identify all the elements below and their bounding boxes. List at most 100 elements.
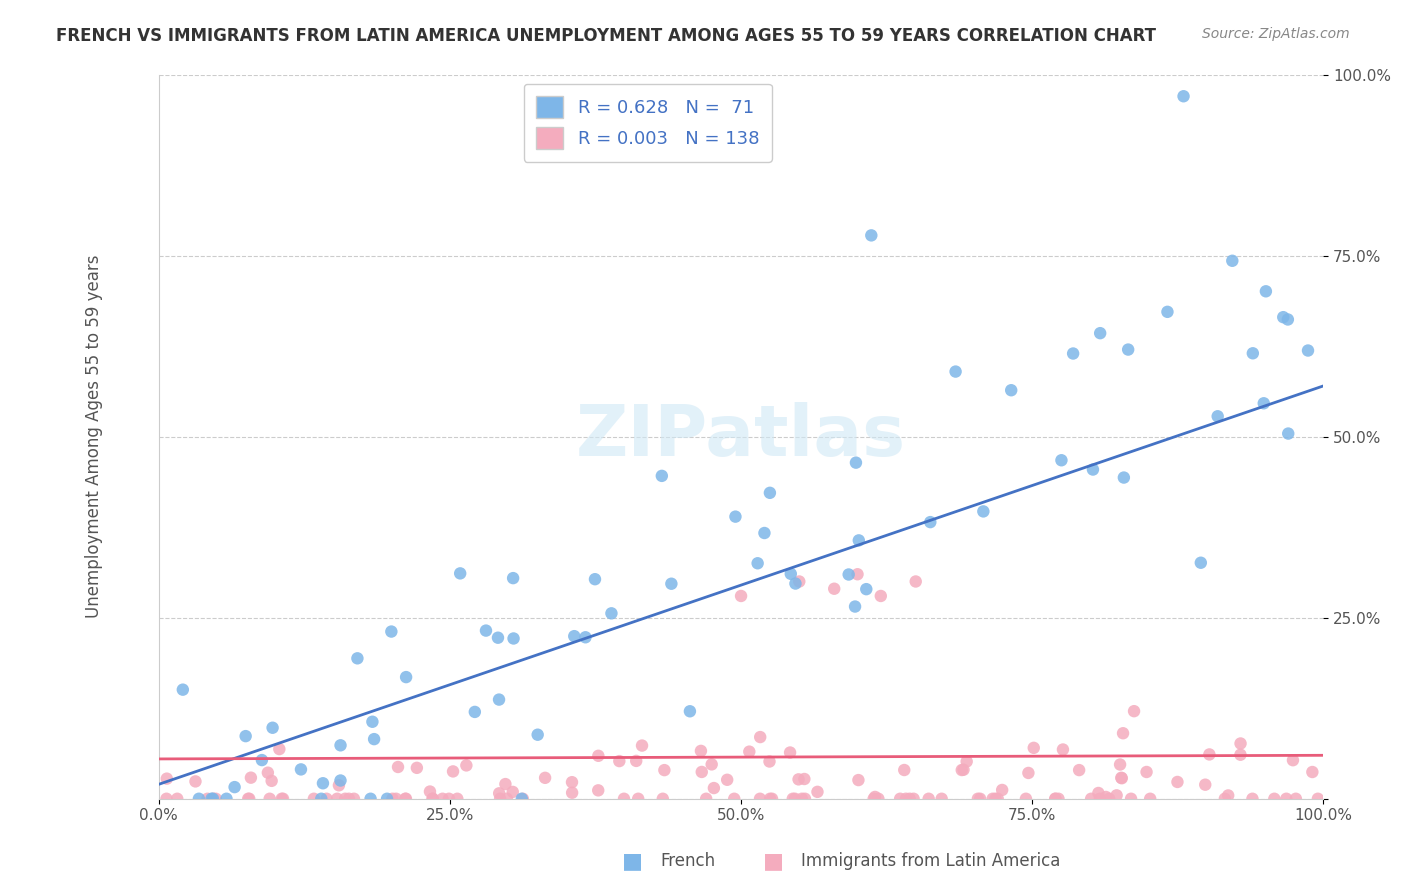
Point bbox=[1156, 305, 1178, 319]
Legend: R = 0.628   N =  71, R = 0.003   N = 138: R = 0.628 N = 71, R = 0.003 N = 138 bbox=[524, 84, 772, 162]
Point bbox=[496, 791, 519, 805]
Point bbox=[730, 589, 752, 603]
Point bbox=[1047, 791, 1070, 805]
Point bbox=[695, 791, 717, 805]
Point bbox=[586, 783, 609, 797]
Point bbox=[270, 791, 292, 805]
Point bbox=[290, 763, 312, 777]
Point bbox=[945, 365, 967, 379]
Text: Immigrants from Latin America: Immigrants from Latin America bbox=[801, 852, 1060, 870]
Point bbox=[561, 775, 583, 789]
Point bbox=[600, 607, 623, 621]
Point bbox=[1220, 253, 1243, 268]
Point bbox=[329, 739, 352, 753]
Point bbox=[588, 748, 610, 763]
Point bbox=[422, 791, 444, 805]
Point bbox=[785, 576, 807, 591]
Point bbox=[779, 746, 801, 760]
Point bbox=[363, 732, 385, 747]
Point bbox=[956, 755, 979, 769]
Point bbox=[1296, 343, 1319, 358]
Point bbox=[337, 791, 360, 805]
Point bbox=[862, 791, 884, 805]
Point bbox=[1166, 775, 1188, 789]
Point bbox=[754, 526, 776, 541]
Point bbox=[155, 791, 177, 805]
Point bbox=[1088, 791, 1111, 805]
Point bbox=[238, 791, 260, 805]
Point bbox=[1253, 396, 1275, 410]
Point bbox=[950, 763, 973, 777]
Point bbox=[260, 773, 283, 788]
Point bbox=[863, 789, 886, 804]
Point bbox=[898, 791, 921, 805]
Point bbox=[1301, 764, 1323, 779]
Point bbox=[235, 729, 257, 743]
Point bbox=[626, 754, 648, 768]
Point bbox=[1277, 426, 1299, 441]
Point bbox=[1198, 747, 1220, 762]
Point bbox=[759, 791, 782, 805]
Point bbox=[1119, 791, 1142, 805]
Point bbox=[311, 791, 333, 805]
Point bbox=[894, 791, 917, 805]
Point bbox=[952, 763, 974, 777]
Point bbox=[1189, 556, 1212, 570]
Point bbox=[269, 742, 291, 756]
Point bbox=[395, 670, 418, 684]
Point bbox=[931, 791, 953, 805]
Point bbox=[846, 567, 869, 582]
Point bbox=[200, 791, 222, 805]
Point bbox=[868, 791, 890, 805]
Point bbox=[723, 791, 745, 805]
Point bbox=[759, 485, 782, 500]
Point bbox=[1306, 791, 1329, 805]
Point bbox=[394, 791, 416, 805]
Point bbox=[1017, 766, 1039, 780]
Point bbox=[215, 791, 238, 805]
Point bbox=[381, 791, 404, 805]
Point bbox=[966, 791, 988, 805]
Point bbox=[848, 773, 870, 788]
Point bbox=[758, 755, 780, 769]
Point bbox=[197, 791, 219, 805]
Point bbox=[172, 682, 194, 697]
Point bbox=[262, 721, 284, 735]
Point bbox=[494, 777, 516, 791]
Point bbox=[1272, 310, 1295, 325]
Point bbox=[346, 651, 368, 665]
Point bbox=[724, 509, 747, 524]
Point bbox=[257, 765, 280, 780]
Point bbox=[502, 785, 524, 799]
Point bbox=[510, 791, 533, 805]
Point bbox=[844, 599, 866, 614]
Point bbox=[239, 771, 262, 785]
Point bbox=[1050, 453, 1073, 467]
Point bbox=[893, 763, 915, 777]
Point bbox=[1087, 786, 1109, 800]
Point bbox=[984, 791, 1007, 805]
Point bbox=[486, 631, 509, 645]
Point bbox=[488, 786, 510, 800]
Point bbox=[1194, 778, 1216, 792]
Point bbox=[627, 791, 650, 805]
Point bbox=[1022, 740, 1045, 755]
Point bbox=[328, 778, 350, 792]
Text: ■: ■ bbox=[763, 851, 783, 871]
Point bbox=[889, 791, 911, 805]
Point bbox=[456, 758, 478, 772]
Point bbox=[1254, 285, 1277, 299]
Point bbox=[690, 764, 713, 779]
Point bbox=[502, 571, 524, 585]
Point bbox=[534, 771, 557, 785]
Point bbox=[166, 791, 188, 805]
Point bbox=[823, 582, 845, 596]
Point bbox=[981, 791, 1004, 805]
Point bbox=[326, 791, 349, 805]
Point bbox=[1069, 763, 1091, 777]
Point bbox=[526, 728, 548, 742]
Point bbox=[437, 791, 460, 805]
Point bbox=[1139, 791, 1161, 805]
Point bbox=[184, 774, 207, 789]
Point bbox=[385, 791, 408, 805]
